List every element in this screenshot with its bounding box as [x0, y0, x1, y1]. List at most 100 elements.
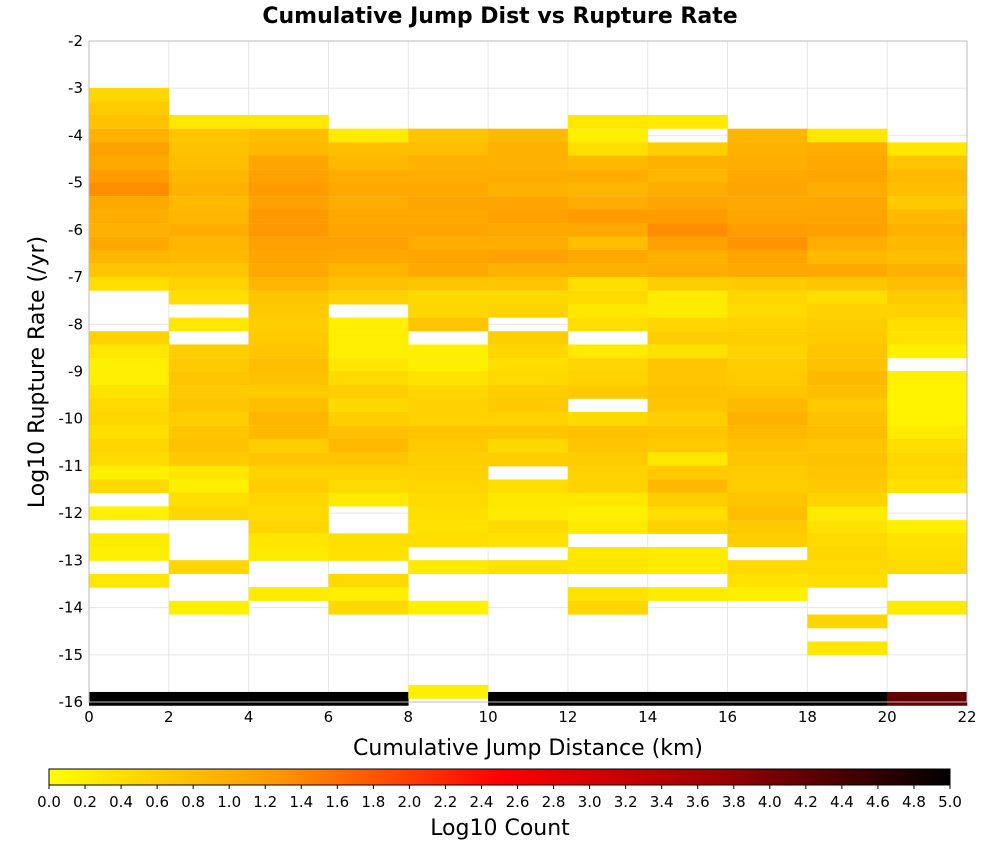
heatmap-cell: [89, 209, 170, 224]
y-tick-label: -3: [68, 79, 83, 97]
heatmap-cell: [488, 155, 569, 170]
heatmap-cells: [89, 88, 968, 706]
heatmap-cell: [168, 438, 249, 453]
heatmap-cell: [488, 331, 569, 346]
heatmap-cell: [328, 196, 409, 210]
heatmap-cell: [168, 128, 249, 143]
x-axis-label: Cumulative Jump Distance (km): [353, 736, 703, 761]
heatmap-cell: [168, 358, 249, 372]
heatmap-cell: [89, 250, 170, 264]
heatmap-cell: [408, 479, 489, 494]
heatmap-cell: [727, 263, 808, 278]
heatmap-cell: [567, 303, 649, 318]
heatmap-cell: [248, 452, 329, 467]
heatmap-cell: [647, 250, 728, 264]
heatmap-cell: [887, 331, 968, 346]
heatmap-cell: [567, 290, 649, 305]
x-tick-label: 0: [84, 708, 94, 726]
heatmap-cell: [248, 250, 329, 264]
heatmap-cell: [647, 358, 728, 372]
heatmap-cell: [328, 290, 409, 305]
heatmap-cell: [727, 438, 808, 453]
heatmap-cell: [727, 587, 808, 601]
heatmap-cell: [807, 520, 888, 534]
y-tick-label: -7: [68, 268, 83, 286]
heatmap-cell: [887, 371, 968, 386]
heatmap-cell: [248, 317, 329, 332]
heatmap-cell: [647, 290, 728, 305]
y-tick-label: -15: [59, 646, 84, 664]
heatmap-cell: [647, 411, 728, 426]
heatmap-cell: [89, 114, 170, 129]
heatmap-cell: [248, 223, 329, 237]
heatmap-cell: [408, 520, 489, 534]
y-tick-label: -14: [59, 599, 84, 617]
heatmap-cell: [727, 479, 808, 494]
heatmap-cell: [807, 128, 888, 143]
colorbar-tick-label: 2.4: [470, 793, 494, 811]
colorbar: [48, 768, 951, 786]
heatmap-cell: [567, 560, 649, 575]
y-tick-label: -6: [68, 221, 83, 239]
heatmap-cell: [727, 250, 808, 264]
heatmap-cell: [89, 371, 170, 386]
heatmap-cell: [89, 411, 170, 426]
heatmap-cell: [488, 182, 569, 197]
heatmap-cell: [807, 276, 888, 291]
heatmap-cell: [408, 290, 489, 305]
colorbar-tick-label: 3.2: [614, 793, 638, 811]
heatmap-cell: [807, 290, 888, 305]
heatmap-cell: [807, 479, 888, 494]
heatmap-cell: [567, 155, 649, 170]
x-tick-label: 2: [164, 708, 174, 726]
heatmap-cell: [567, 169, 649, 184]
heatmap-cell: [408, 250, 489, 264]
heatmap-cell: [89, 358, 170, 372]
heatmap-cell: [727, 155, 808, 170]
heatmap-cell: [567, 196, 649, 210]
heatmap-cell: [328, 169, 409, 184]
y-tick-label: -4: [68, 126, 83, 144]
heatmap-cell: [328, 398, 409, 413]
heatmap-cell: [488, 371, 569, 386]
heatmap-cell: [887, 691, 968, 706]
heatmap-cell: [408, 155, 489, 170]
heatmap-cell: [887, 290, 968, 305]
heatmap-cell: [567, 587, 649, 601]
heatmap-cell: [168, 385, 249, 399]
heatmap-cell: [168, 155, 249, 170]
heatmap-cell: [408, 411, 489, 426]
heatmap-cell: [727, 573, 808, 588]
heatmap-cell: [248, 691, 329, 706]
heatmap-cell: [488, 209, 569, 224]
colorbar-tick-label: 4.0: [758, 793, 782, 811]
heatmap-cell: [567, 317, 649, 332]
heatmap-cell: [488, 303, 569, 318]
heatmap-cell: [168, 506, 249, 521]
heatmap-cell: [328, 587, 409, 601]
heatmap-cell: [248, 331, 329, 346]
y-tick-label: -2: [68, 32, 83, 50]
heatmap-cell: [807, 691, 888, 706]
heatmap-cell: [807, 465, 888, 480]
heatmap-cell: [408, 169, 489, 184]
heatmap-cell: [488, 560, 569, 575]
heatmap-cell: [887, 452, 968, 467]
heatmap-cell: [887, 344, 968, 359]
heatmap-cell: [328, 371, 409, 386]
heatmap-cell: [408, 452, 489, 467]
heatmap-cell: [727, 533, 808, 548]
heatmap-cell: [488, 169, 569, 184]
heatmap-cell: [248, 358, 329, 372]
heatmap-cell: [807, 358, 888, 372]
heatmap-cell: [488, 142, 569, 157]
colorbar-tick-label: 4.8: [902, 793, 926, 811]
heatmap-cell: [408, 385, 489, 399]
heatmap-cell: [408, 371, 489, 386]
heatmap-cell: [887, 385, 968, 399]
heatmap-cell: [248, 182, 329, 197]
heatmap-cell: [567, 691, 649, 706]
heatmap-cell: [89, 691, 170, 706]
x-tick-label: 10: [479, 708, 498, 726]
heatmap-cell: [488, 533, 569, 548]
